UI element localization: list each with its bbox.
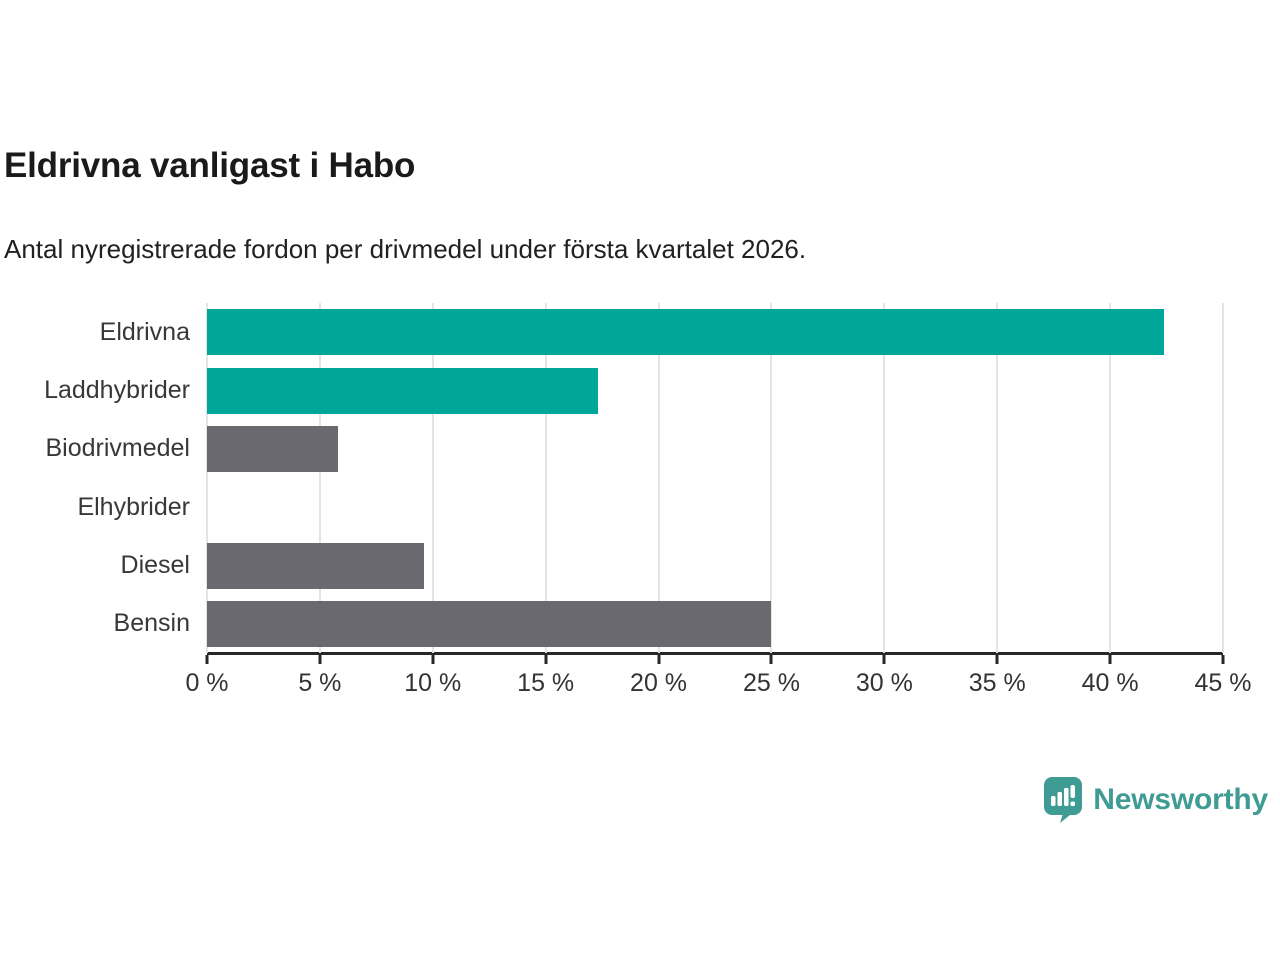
x-axis-tick (657, 655, 661, 664)
x-axis-tick (1108, 655, 1112, 664)
category-label: Biodrivmedel (45, 434, 190, 463)
category-axis-labels: Eldrivna Laddhybrider Biodrivmedel Elhybrid… (0, 303, 190, 653)
x-axis-line (207, 652, 1223, 655)
gridline (206, 303, 208, 653)
x-axis-tick-label: 15 % (517, 669, 575, 697)
x-axis-tick-label: 30 % (855, 669, 913, 697)
gridline (431, 303, 434, 653)
category-label: Laddhybrider (44, 375, 190, 404)
x-axis-tick-label: 20 % (630, 669, 688, 697)
x-axis-tick (205, 655, 209, 664)
gridline (318, 303, 321, 653)
gridline (883, 303, 886, 653)
bar-bensin (207, 600, 772, 647)
category-label: Elhybrider (77, 492, 190, 521)
x-axis-tick-label: 40 % (1081, 669, 1139, 697)
bar-diesel (207, 542, 424, 589)
bar-biodrivmedel (207, 425, 338, 472)
gridline (1109, 303, 1112, 653)
x-axis-tick (1221, 655, 1225, 664)
newsworthy-speech-bubble-bar-chart-icon (1044, 777, 1083, 823)
category-label: Bensin (113, 609, 190, 638)
chart-title: Eldrivna vanligast i Habo (4, 146, 416, 185)
gridline (1222, 303, 1224, 653)
chart-subtitle: Antal nyregistrerade fordon per drivmede… (4, 234, 807, 264)
gridline (657, 303, 660, 653)
x-axis-tick (318, 655, 322, 664)
x-axis-tick (544, 655, 548, 664)
x-axis-tick (882, 655, 886, 664)
category-label: Diesel (120, 550, 190, 579)
gridline (544, 303, 547, 653)
x-axis-tick (995, 655, 999, 664)
bar-eldrivna (207, 309, 1165, 356)
category-label: Eldrivna (99, 317, 190, 346)
x-axis-tick (769, 655, 773, 664)
x-axis-tick-label: 5 % (298, 669, 342, 697)
x-axis-tick-label: 25 % (742, 669, 800, 697)
newsworthy-logo-text: Newsworthy (1093, 782, 1268, 816)
gridline (996, 303, 999, 653)
x-axis-tick-label: 45 % (1194, 669, 1252, 697)
x-axis-tick-label: 35 % (968, 669, 1026, 697)
bar-laddhybrider (207, 367, 598, 414)
x-axis-tick (431, 655, 435, 664)
newsworthy-logo: Newsworthy (1043, 776, 1268, 823)
x-axis-tick-label: 10 % (404, 669, 462, 697)
x-axis-tick-label: 0 % (185, 669, 229, 697)
plot-area: 0 % 5 % 10 % 15 % 20 % 25 % 30 % 35 % 40 % 45 % (185, 303, 1251, 697)
gridline (770, 303, 773, 653)
